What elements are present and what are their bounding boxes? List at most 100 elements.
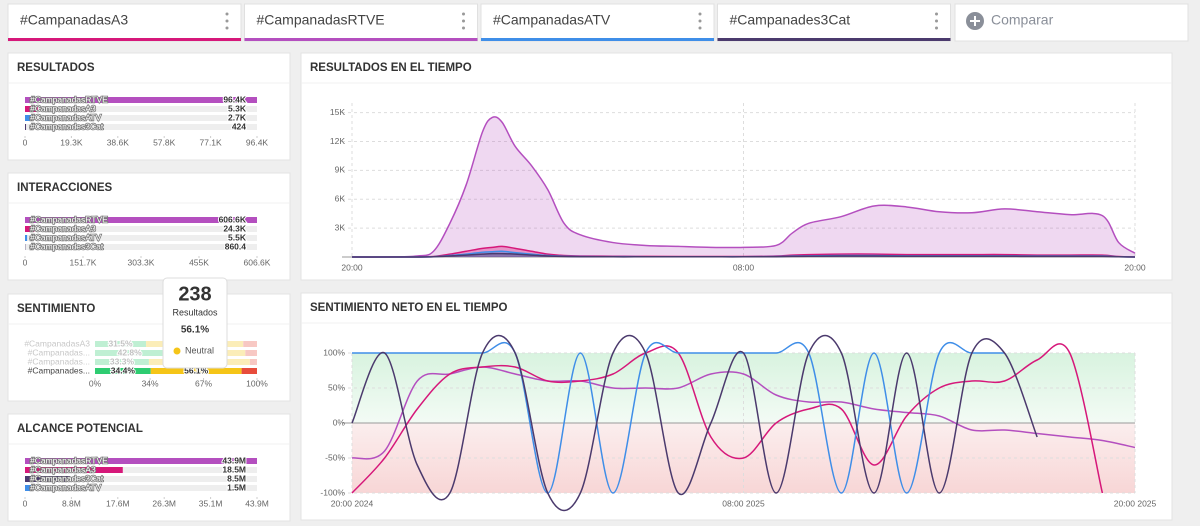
value-label: 8.5M xyxy=(227,473,246,483)
x-tick-label: 57.8K xyxy=(153,137,176,147)
value-label: 18.5M xyxy=(222,464,246,474)
bar-label: #CampanadasATV xyxy=(30,232,102,242)
tooltip-label: Resultados xyxy=(172,307,218,317)
tab-underline xyxy=(244,38,478,41)
bar-track xyxy=(25,226,257,232)
tab-label: #Campanades3Cat xyxy=(730,12,851,28)
bar-label: #CampanadasRTVE xyxy=(30,455,108,465)
x-tick-label: 08:00 xyxy=(733,262,755,272)
x-tick-label: 0% xyxy=(89,378,102,388)
series-line xyxy=(351,343,1104,494)
compare-plus xyxy=(970,16,980,26)
bar-track xyxy=(25,115,257,121)
bar-label: #Campanades3Cat xyxy=(30,121,104,131)
segment-label: 31.5% xyxy=(108,338,133,348)
panel-title: INTERACCIONES xyxy=(17,182,113,194)
panel-title: RESULTADOS xyxy=(17,62,95,74)
stacked-segment xyxy=(95,341,147,347)
panel-title: SENTIMIENTO NETO EN EL TIEMPO xyxy=(310,302,507,314)
tab-menu-dot xyxy=(462,12,465,16)
tab-label: #CampanadasA3 xyxy=(20,12,128,28)
bar-label: #CampanadasATV xyxy=(30,112,102,122)
stacked-segment xyxy=(95,350,165,356)
stacked-segment xyxy=(243,341,257,347)
bar-label: #CampanadasA3 xyxy=(30,223,96,233)
x-tick-label: 34% xyxy=(142,378,159,388)
y-tick-label: -50% xyxy=(325,452,345,462)
stacked-segment xyxy=(241,368,257,374)
bar-label: #Campanades3Cat xyxy=(30,241,104,251)
value-label: 43.9M xyxy=(222,455,246,465)
x-tick-label: 20:00 xyxy=(341,262,363,272)
row-label: #Campanadas... xyxy=(28,356,90,366)
tab-menu-dot xyxy=(225,26,229,30)
bar-track xyxy=(25,244,257,250)
tab[interactable] xyxy=(480,3,715,42)
tab-menu-dot xyxy=(462,26,465,30)
tooltip-swatch xyxy=(173,347,181,355)
compare-button[interactable] xyxy=(954,3,1189,42)
bar xyxy=(25,458,257,464)
x-tick-label: 77.1K xyxy=(199,137,222,147)
tab-underline xyxy=(481,38,714,41)
bar xyxy=(25,217,257,223)
x-tick-label: 0 xyxy=(23,137,28,147)
value-label: 5.5K xyxy=(228,232,247,242)
row-label: #Campanadas... xyxy=(28,347,90,357)
stacked-segment xyxy=(245,350,257,356)
x-tick-label: 20:00 2025 xyxy=(1114,498,1157,508)
tab-menu-dot xyxy=(698,26,702,30)
y-tick-label: 12K xyxy=(330,136,345,146)
bar xyxy=(25,235,28,241)
value-label: 1.5M xyxy=(227,482,246,492)
bar-label: #CampanadasRTVE xyxy=(30,94,108,104)
bar xyxy=(25,485,33,491)
x-tick-label: 0 xyxy=(23,498,28,508)
y-tick-label: 9K xyxy=(335,165,346,175)
stacked-segment xyxy=(249,359,257,365)
bar-track xyxy=(25,124,257,130)
x-tick-label: 38.6K xyxy=(107,137,130,147)
x-tick-label: 08:00 2025 xyxy=(722,498,765,508)
panel-title: SENTIMIENTO xyxy=(17,303,95,315)
x-tick-label: 43.9M xyxy=(245,498,269,508)
tab-menu-dot xyxy=(935,12,938,16)
y-tick-label: 100% xyxy=(323,347,345,357)
tab-menu-dot xyxy=(935,26,938,30)
series-line xyxy=(351,116,1136,258)
y-tick-label: 3K xyxy=(335,222,346,232)
compare-label: Comparar xyxy=(991,12,1054,28)
series-line xyxy=(351,334,1038,512)
tab[interactable] xyxy=(717,3,951,42)
bar-label: #CampanadasATV xyxy=(30,482,102,492)
panel xyxy=(7,293,291,402)
y-tick-label: 50% xyxy=(328,382,345,392)
area-fill xyxy=(352,116,1135,258)
tooltip xyxy=(162,277,228,369)
value-label: 606.6K xyxy=(219,214,247,224)
x-tick-label: 35.1M xyxy=(199,498,223,508)
bar xyxy=(25,467,123,473)
x-tick-label: 303.3K xyxy=(128,257,155,267)
tab[interactable] xyxy=(7,3,242,42)
tooltip-category: Neutral xyxy=(185,345,214,355)
tab-menu-dot xyxy=(462,19,465,23)
tab-menu-dot xyxy=(225,19,229,23)
x-tick-label: 20:00 2024 xyxy=(331,498,374,508)
y-tick-label: 6K xyxy=(335,194,346,204)
tooltip-value: 238 xyxy=(178,283,211,305)
panel-title: RESULTADOS EN EL TIEMPO xyxy=(310,62,472,74)
tab[interactable] xyxy=(244,3,478,42)
value-label: 424 xyxy=(232,121,246,131)
x-tick-label: 151.7K xyxy=(70,257,97,267)
bar-label: #Campanades3Cat xyxy=(30,473,104,483)
value-label: 24.3K xyxy=(223,223,247,233)
x-tick-label: 67% xyxy=(195,378,212,388)
x-tick-label: 26.3M xyxy=(152,498,176,508)
stacked-segment xyxy=(150,368,242,374)
bar-label: #CampanadasA3 xyxy=(30,103,96,113)
bar xyxy=(25,476,70,482)
stacked-segment xyxy=(95,359,149,365)
